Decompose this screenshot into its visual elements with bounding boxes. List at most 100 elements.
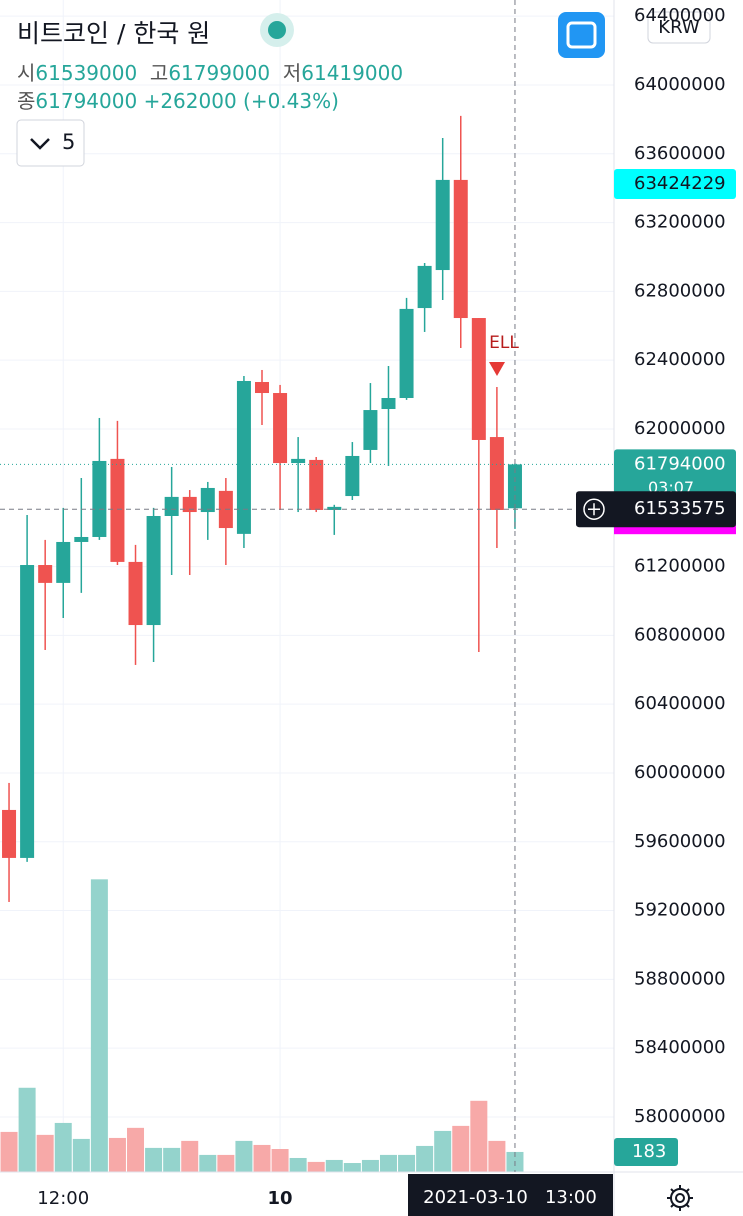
volume-bar <box>54 1122 72 1172</box>
candle-body <box>74 536 89 542</box>
candle-body <box>164 496 179 516</box>
y-tick-label: 59600000 <box>634 831 726 852</box>
candle-body <box>20 565 35 858</box>
volume-bar <box>452 1125 470 1172</box>
y-tick-label: 60000000 <box>634 762 726 783</box>
candle-body <box>128 561 143 626</box>
volume-bar <box>90 879 108 1172</box>
candle-body <box>38 565 53 583</box>
volume-bar <box>289 1157 307 1172</box>
volume-bar <box>325 1159 343 1172</box>
volume-bar <box>181 1140 199 1172</box>
candle-body <box>345 455 360 497</box>
y-tick-label: 60400000 <box>634 693 726 714</box>
crosshair-time-box <box>408 1174 613 1216</box>
candle-body <box>200 487 215 513</box>
signal-annotation: ELL <box>489 333 519 353</box>
settings-icon[interactable] <box>667 1185 693 1211</box>
candle-body <box>236 380 251 534</box>
price-label-box <box>614 168 736 199</box>
volume-bar <box>379 1154 397 1172</box>
volume-bar <box>199 1154 217 1172</box>
signal-arrow <box>489 362 505 376</box>
y-tick-label: 63600000 <box>634 143 726 164</box>
close-label: 종 <box>17 89 36 113</box>
y-tick-label: 64400000 <box>634 5 726 26</box>
candle-body <box>417 265 432 309</box>
volume-bar <box>36 1134 54 1172</box>
candle-body <box>435 179 450 271</box>
currency-box <box>647 11 711 44</box>
candle-body <box>2 809 17 858</box>
price-label-box <box>614 449 736 502</box>
y-tick-label: 58000000 <box>634 1106 726 1127</box>
volume-bar <box>307 1161 325 1172</box>
dropdown-chevron <box>30 138 50 150</box>
change: +262000 (+0.43%) <box>143 89 339 113</box>
open-value: 61539000 <box>35 61 138 85</box>
volume-bar <box>163 1147 181 1172</box>
x-tick-label: 12:00 <box>37 1188 89 1209</box>
low-label: 저 <box>282 61 302 85</box>
volume-bar <box>253 1144 271 1172</box>
candle-body <box>273 393 288 464</box>
candle-body <box>309 459 324 510</box>
candle-body <box>146 515 161 626</box>
fullscreen-icon <box>566 21 597 49</box>
y-tick-label: 64000000 <box>634 74 726 95</box>
x-tick-label: 10 <box>268 1188 293 1209</box>
price-label: 61794000 <box>634 453 726 474</box>
volume-bar <box>235 1140 253 1172</box>
y-tick-label: 60800000 <box>634 624 726 645</box>
candle-body <box>182 496 197 513</box>
candle-body <box>92 460 107 537</box>
volume-label-box <box>614 1137 678 1166</box>
candle-body <box>363 410 378 450</box>
candle-body <box>110 458 125 562</box>
interval-dropdown[interactable] <box>16 119 85 167</box>
y-tick-label: 62000000 <box>634 418 726 439</box>
ohlc-line: 시61539000 고61799000 저61419000 <box>17 57 403 86</box>
fullscreen-button[interactable] <box>558 12 605 58</box>
volume-label: 183 <box>632 1141 666 1162</box>
chart-title: 비트코인 / 한국 원 <box>17 19 211 48</box>
currency: KRW <box>658 17 700 38</box>
price-label: 63424229 <box>634 173 726 194</box>
candle-body <box>255 382 269 394</box>
candle-body <box>399 308 414 399</box>
plot-area <box>0 0 614 1172</box>
y-tick-label: 58800000 <box>634 968 726 989</box>
close-line: 종61794000 +262000 (+0.43%) <box>17 85 339 114</box>
volume-bar <box>343 1163 361 1172</box>
volume-bar <box>217 1154 235 1172</box>
y-tick-label: 59200000 <box>634 900 726 921</box>
high-value: 61799000 <box>168 61 271 85</box>
y-tick-label: 58400000 <box>634 1037 726 1058</box>
candle-body <box>381 398 396 410</box>
volume-bar <box>18 1087 36 1172</box>
status-dot <box>268 21 286 39</box>
candle-body <box>453 179 468 319</box>
interval: 5 <box>62 130 75 154</box>
price-label: 61533575 <box>634 498 726 519</box>
volume-bar <box>145 1147 163 1172</box>
volume-bar <box>416 1145 434 1172</box>
candle-body <box>489 437 504 510</box>
volume-bar <box>361 1159 379 1172</box>
crosshair-time: 2021-03-10 13:00 <box>423 1187 597 1208</box>
crosshair-plus <box>583 498 605 520</box>
y-tick-label: 61200000 <box>634 556 726 577</box>
y-tick-label: 63200000 <box>634 212 726 233</box>
price-label-box <box>576 491 736 528</box>
volume-bar <box>488 1140 506 1172</box>
crosshair-plus <box>588 503 600 516</box>
volume-bar <box>271 1148 289 1172</box>
volume-bar <box>108 1137 126 1172</box>
volume-bar <box>127 1127 145 1172</box>
candle-body <box>327 506 342 510</box>
candle-body <box>56 541 71 583</box>
y-tick-label: 62800000 <box>634 280 726 301</box>
price-label-box <box>614 525 736 535</box>
